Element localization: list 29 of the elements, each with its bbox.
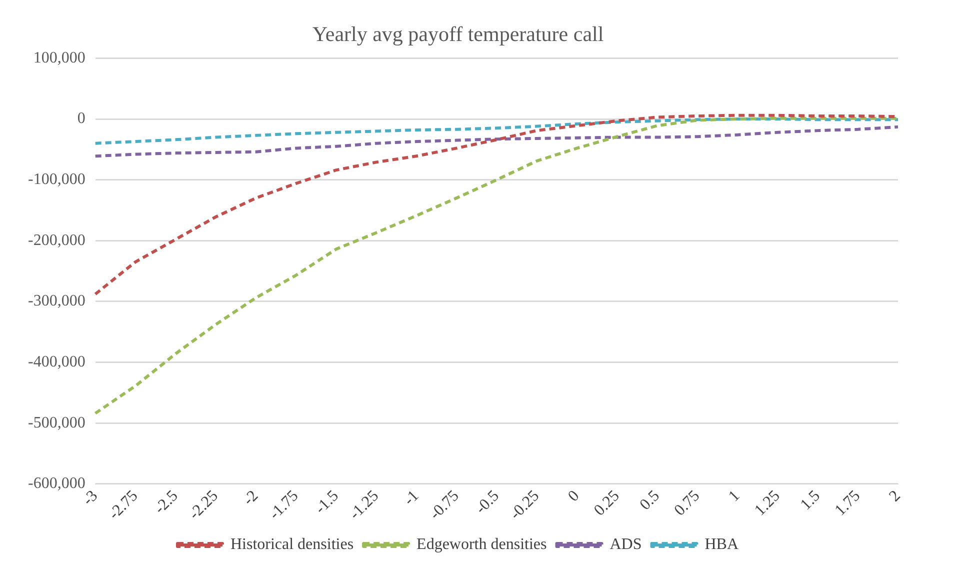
x-tick-label: -2.5 <box>151 487 182 518</box>
x-tick-label: 0.25 <box>591 487 623 520</box>
x-tick-label: 1 <box>726 487 744 506</box>
y-tick-label: -300,000 <box>28 292 86 310</box>
chart-title: Yearly avg payoff temperature call <box>312 22 604 46</box>
line-series <box>94 116 900 415</box>
legend-label: Historical densities <box>230 536 354 554</box>
x-tick-label: 0.75 <box>671 487 704 520</box>
x-tick-label: 1.75 <box>832 487 864 520</box>
x-tick-label: 0 <box>565 487 583 506</box>
y-tick-label: -200,000 <box>28 232 86 249</box>
legend-label: ADS <box>610 536 642 554</box>
y-tick-label: 0 <box>77 110 86 128</box>
line-series <box>94 118 900 145</box>
y-tick-label: -500,000 <box>28 414 86 432</box>
line-series <box>94 125 900 158</box>
x-tick-label: 1.5 <box>797 487 824 514</box>
x-tick-label: -2 <box>240 487 262 509</box>
x-tick-label: -1 <box>400 487 422 509</box>
x-tick-label: 2 <box>886 487 904 506</box>
x-tick-label: -0.5 <box>472 487 502 518</box>
y-tick-label: 100,000 <box>33 49 86 66</box>
x-tick-label: 1.25 <box>752 487 784 520</box>
x-tick-label: -1.5 <box>312 487 342 518</box>
x-tick-label: 0.5 <box>636 487 663 514</box>
legend-label: Edgeworth densities <box>416 536 547 554</box>
y-tick-label: -400,000 <box>28 353 86 370</box>
legend-label: HBA <box>704 536 739 554</box>
y-tick-label: -100,000 <box>28 171 86 188</box>
